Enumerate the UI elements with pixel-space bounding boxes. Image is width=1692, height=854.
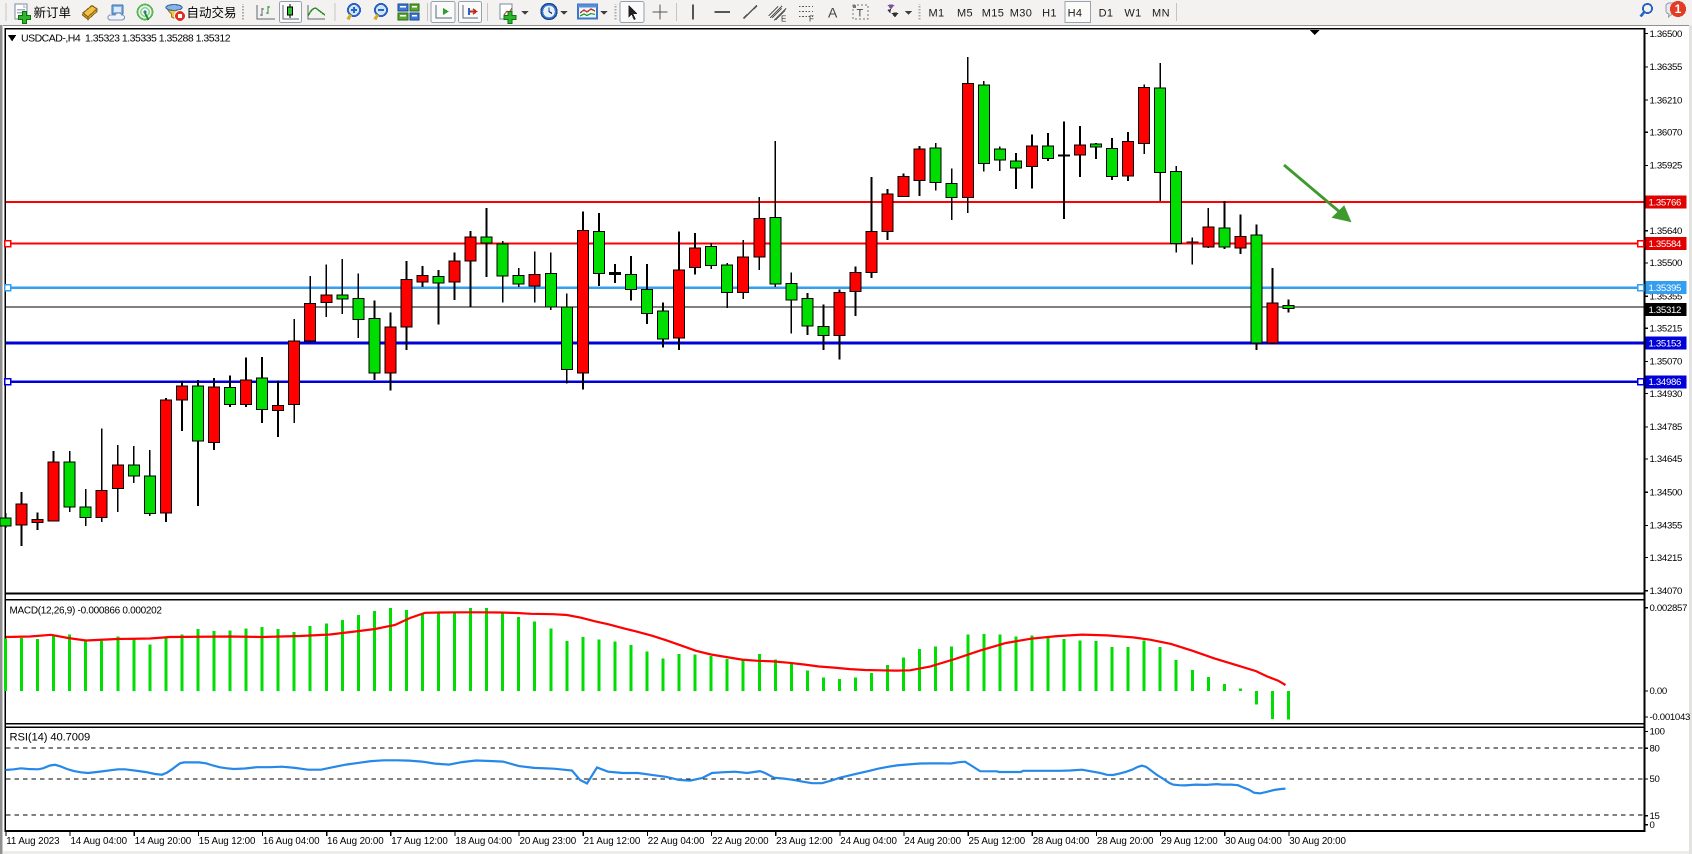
svg-text:USDCAD-,H4 1.35323 1.35335 1.: USDCAD-,H4 1.35323 1.35335 1.35288 1.353… (21, 33, 231, 45)
svg-text:1.35395: 1.35395 (1649, 283, 1682, 294)
svg-text:22 Aug 20:00: 22 Aug 20:00 (712, 836, 769, 847)
svg-text:1.34785: 1.34785 (1650, 422, 1683, 433)
svg-text:1.34930: 1.34930 (1650, 389, 1683, 400)
svg-text:30 Aug 20:00: 30 Aug 20:00 (1289, 836, 1346, 847)
svg-text:1.35355: 1.35355 (1650, 291, 1683, 302)
svg-text:28 Aug 20:00: 28 Aug 20:00 (1097, 836, 1154, 847)
svg-text:M15: M15 (982, 8, 1005, 20)
svg-text:-0.001043: -0.001043 (1650, 712, 1691, 723)
svg-text:16 Aug 20:00: 16 Aug 20:00 (327, 836, 384, 847)
svg-text:1: 1 (1675, 2, 1682, 16)
svg-text:24 Aug 20:00: 24 Aug 20:00 (904, 836, 961, 847)
svg-text:A: A (828, 5, 838, 21)
svg-text:30 Aug 04:00: 30 Aug 04:00 (1225, 836, 1282, 847)
svg-text:M30: M30 (1010, 8, 1033, 20)
svg-text:1.35500: 1.35500 (1650, 258, 1683, 269)
svg-text:21 Aug 12:00: 21 Aug 12:00 (584, 836, 641, 847)
svg-text:MACD(12,26,9) -0.000866 0.0002: MACD(12,26,9) -0.000866 0.000202 (10, 606, 163, 617)
svg-text:1.35766: 1.35766 (1649, 197, 1682, 208)
svg-text:1.36070: 1.36070 (1650, 127, 1683, 138)
svg-text:RSI(14) 40.7009: RSI(14) 40.7009 (10, 732, 91, 744)
svg-text:11 Aug 2023: 11 Aug 2023 (6, 836, 60, 847)
svg-text:17 Aug 12:00: 17 Aug 12:00 (391, 836, 448, 847)
svg-text:23 Aug 12:00: 23 Aug 12:00 (776, 836, 833, 847)
svg-text:0.00: 0.00 (1650, 686, 1667, 697)
svg-text:H4: H4 (1068, 8, 1083, 20)
svg-text:D1: D1 (1099, 8, 1114, 20)
svg-text:1.35215: 1.35215 (1650, 324, 1683, 335)
svg-text:25 Aug 12:00: 25 Aug 12:00 (969, 836, 1026, 847)
svg-text:0.002857: 0.002857 (1650, 603, 1688, 614)
svg-text:14 Aug 04:00: 14 Aug 04:00 (70, 836, 127, 847)
svg-text:1.34500: 1.34500 (1650, 487, 1683, 498)
svg-text:15: 15 (1650, 811, 1660, 822)
svg-text:1.35312: 1.35312 (1649, 305, 1682, 316)
svg-text:0: 0 (1650, 820, 1655, 831)
svg-text:F: F (809, 15, 814, 24)
svg-text:H1: H1 (1042, 8, 1057, 20)
svg-text:1.36500: 1.36500 (1650, 29, 1683, 40)
svg-text:T: T (857, 8, 864, 20)
svg-text:28 Aug 04:00: 28 Aug 04:00 (1033, 836, 1090, 847)
svg-text:22 Aug 04:00: 22 Aug 04:00 (648, 836, 705, 847)
svg-text:80: 80 (1650, 743, 1660, 754)
svg-text:1.34355: 1.34355 (1650, 521, 1683, 532)
svg-text:MN: MN (1152, 8, 1170, 20)
svg-text:24 Aug 04:00: 24 Aug 04:00 (840, 836, 897, 847)
svg-text:1.35584: 1.35584 (1649, 239, 1683, 250)
svg-text:1.35925: 1.35925 (1650, 161, 1683, 172)
svg-text:1.35153: 1.35153 (1649, 338, 1682, 349)
svg-text:100: 100 (1650, 727, 1665, 738)
svg-text:1.35640: 1.35640 (1650, 226, 1683, 237)
svg-text:W1: W1 (1124, 8, 1141, 20)
svg-text:1.34645: 1.34645 (1650, 454, 1683, 465)
svg-text:18 Aug 04:00: 18 Aug 04:00 (455, 836, 512, 847)
svg-text:E: E (781, 15, 786, 24)
svg-text:1.36355: 1.36355 (1650, 62, 1683, 73)
svg-text:14 Aug 20:00: 14 Aug 20:00 (135, 836, 192, 847)
svg-text:15 Aug 12:00: 15 Aug 12:00 (199, 836, 256, 847)
svg-text:16 Aug 04:00: 16 Aug 04:00 (263, 836, 320, 847)
svg-text:29 Aug 12:00: 29 Aug 12:00 (1161, 836, 1218, 847)
svg-text:1.34215: 1.34215 (1650, 553, 1683, 564)
svg-text:M1: M1 (928, 8, 944, 20)
svg-text:1.34986: 1.34986 (1649, 377, 1682, 388)
svg-text:新订单: 新订单 (34, 5, 72, 20)
svg-text:1.35070: 1.35070 (1650, 357, 1683, 368)
svg-text:1.34070: 1.34070 (1650, 586, 1683, 597)
svg-text:M5: M5 (957, 8, 973, 20)
svg-text:自动交易: 自动交易 (187, 5, 237, 20)
svg-text:20 Aug 23:00: 20 Aug 23:00 (520, 836, 577, 847)
svg-text:1.36210: 1.36210 (1650, 95, 1683, 106)
svg-text:50: 50 (1650, 774, 1660, 785)
